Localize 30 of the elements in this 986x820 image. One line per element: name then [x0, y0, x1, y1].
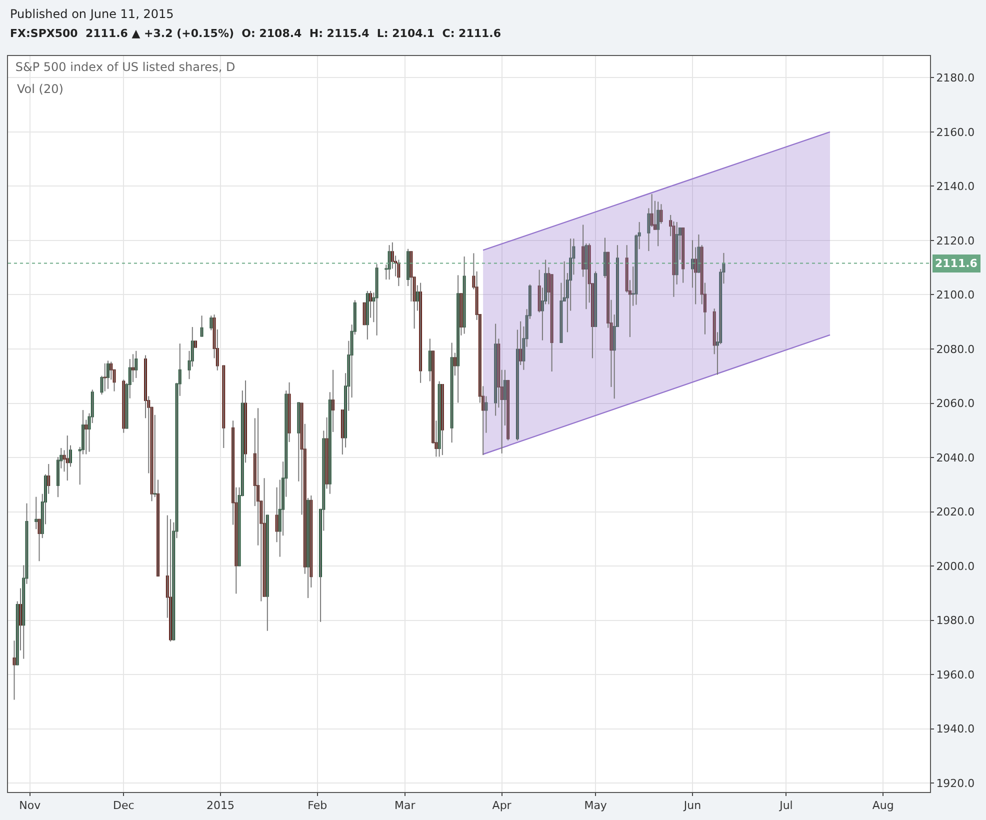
y-tick-label: 2080.0 [936, 342, 975, 356]
chart-title: S&P 500 index of US listed shares, D [15, 60, 236, 74]
y-tick-label: 2040.0 [936, 451, 975, 464]
y-tick-label: 2000.0 [936, 560, 975, 573]
x-tick-label: Dec [112, 799, 134, 812]
x-tick-label: 2015 [206, 799, 235, 812]
x-tick-label: May [584, 799, 608, 812]
y-tick-label: 1980.0 [936, 614, 975, 628]
x-tick-label: Jul [778, 799, 793, 812]
annotation: Vol (20) [17, 82, 64, 96]
y-tick-label: 2160.0 [936, 126, 975, 139]
y-tick-label: 2060.0 [936, 397, 975, 410]
y-tick-label: 2140.0 [936, 180, 975, 194]
x-tick-label: Aug [872, 799, 894, 812]
text: FX:SPX500 2111.6 ▲ +3.2 (+0.15%) O: 2108.4 H: 2115.4 L: 2104.1 C: 2111.6 [10, 27, 502, 40]
text: Published on June 11, 2015 [10, 7, 174, 21]
y-tick-label: 2180.0 [936, 72, 975, 85]
x-tick-label: Jun [682, 799, 702, 812]
x-tick-label: Apr [492, 799, 512, 812]
y-tick-label: 2120.0 [936, 234, 975, 248]
y-tick-label: 2020.0 [936, 506, 975, 519]
y-tick-label: 1920.0 [936, 776, 975, 790]
x-tick-label: Mar [394, 799, 416, 812]
y-tick-label: 2100.0 [936, 288, 975, 302]
x-tick-label: Feb [308, 799, 328, 812]
candlestick [103, 362, 106, 392]
y-tick-label: 1940.0 [936, 722, 975, 736]
x-tick-label: Nov [19, 799, 42, 812]
ref-line-label: 2111.6 [935, 257, 978, 270]
y-tick-label: 1960.0 [936, 668, 975, 682]
